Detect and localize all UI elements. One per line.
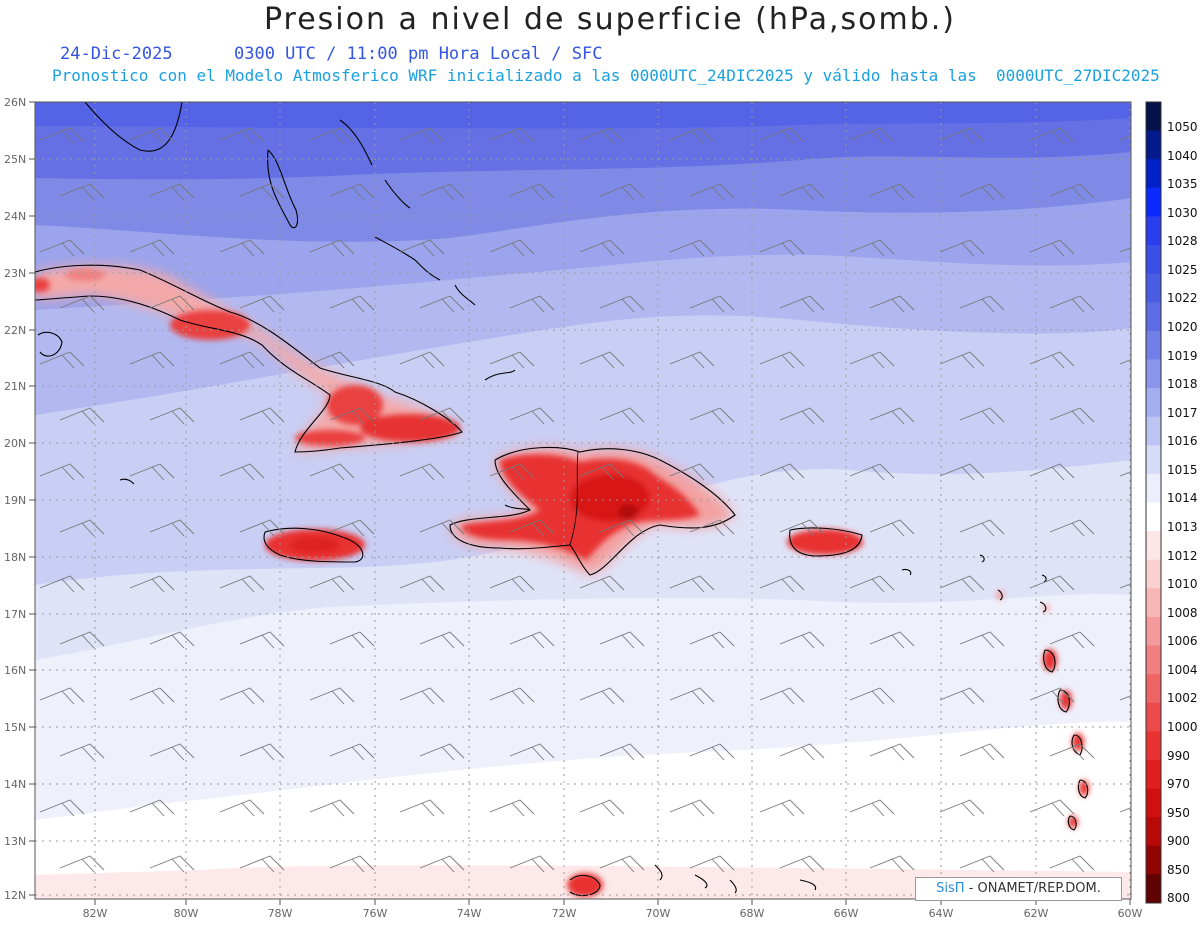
lat-label: 17N: [4, 608, 26, 621]
lat-label: 16N: [4, 664, 26, 677]
colorbar-label: 1020: [1167, 320, 1198, 334]
longitude-labels: 82W 80W 78W 76W 74W 72W 70W 68W 66W 64W …: [83, 907, 1143, 920]
model-info-line: Pronostico con el Modelo Atmosferico WRF…: [52, 66, 1160, 85]
colorbar-swatch: [1146, 845, 1161, 875]
colorbar-swatch: [1146, 302, 1161, 332]
lat-label: 18N: [4, 551, 26, 564]
lon-label: 70W: [646, 907, 671, 920]
lon-label: 72W: [552, 907, 577, 920]
lon-label: 76W: [363, 907, 388, 920]
lon-label: 74W: [457, 907, 482, 920]
colorbar-swatch: [1146, 102, 1161, 132]
lon-label: 66W: [834, 907, 859, 920]
colorbar-label: 800: [1167, 891, 1190, 905]
colorbar-swatch: [1146, 731, 1161, 761]
colorbar-swatch: [1146, 359, 1161, 389]
lat-label: 23N: [4, 267, 26, 280]
colorbar-label: 1002: [1167, 691, 1198, 705]
colorbar-swatch: [1146, 874, 1161, 904]
colorbar-label: 1017: [1167, 406, 1198, 420]
colorbar-label: 1013: [1167, 520, 1198, 534]
colorbar-label: 1030: [1167, 206, 1198, 220]
colorbar-swatch: [1146, 674, 1161, 704]
colorbar-label: 990: [1167, 749, 1190, 763]
colorbar-label: 1025: [1167, 263, 1198, 277]
colorbar-swatch: [1146, 759, 1161, 790]
latitude-labels: 26N 25N 24N 23N 22N 21N 20N 19N 18N 17N …: [4, 96, 26, 902]
colorbar-swatch: [1146, 388, 1161, 418]
lat-label: 25N: [4, 153, 26, 166]
colorbar-swatch: [1146, 531, 1161, 561]
colorbar-label: 900: [1167, 834, 1190, 848]
sispi-logo-text: SisΠ: [936, 881, 965, 896]
colorbar-label: 1012: [1167, 549, 1198, 563]
colorbar-label: 970: [1167, 777, 1190, 791]
colorbar-label: 1014: [1167, 491, 1198, 505]
colorbar-label: 1008: [1167, 606, 1198, 620]
lon-label: 62W: [1024, 907, 1049, 920]
lon-label: 60W: [1118, 907, 1143, 920]
credit-text: - ONAMET/REP.DOM.: [964, 881, 1101, 896]
colorbar-swatch: [1146, 588, 1161, 618]
lat-label: 22N: [4, 324, 26, 337]
pressure-field: [35, 102, 1131, 899]
lat-label: 14N: [4, 778, 26, 791]
lon-label: 68W: [740, 907, 765, 920]
colorbar-swatch: [1146, 702, 1161, 732]
lat-label: 24N: [4, 210, 26, 223]
colorbar-swatch: [1146, 245, 1161, 275]
valid-time-line: 24-Dic-2025 0300 UTC / 11:00 pm Hora Loc…: [60, 44, 603, 64]
lat-label: 19N: [4, 494, 26, 507]
colorbar-label: 1006: [1167, 634, 1198, 648]
colorbar-swatch: [1146, 502, 1161, 532]
colorbar-swatch: [1146, 616, 1161, 647]
colorbar-swatch: [1146, 473, 1161, 503]
lon-label: 82W: [83, 907, 108, 920]
wind-barbs: [39, 127, 1131, 873]
colorbar-swatch: [1146, 416, 1161, 446]
colorbar-label: 1019: [1167, 349, 1198, 363]
colorbar-label: 1022: [1167, 291, 1198, 305]
colorbar-label: 1040: [1167, 149, 1198, 163]
lat-label: 21N: [4, 380, 26, 393]
colorbar-swatch: [1146, 130, 1161, 160]
lat-label: 20N: [4, 437, 26, 450]
colorbar-swatch: [1146, 187, 1161, 217]
map-title: Presion a nivel de superficie (hPa,somb.…: [263, 2, 957, 37]
colorbar-label: 1015: [1167, 463, 1198, 477]
colorbar-swatch: [1146, 559, 1161, 589]
colorbar-swatch: [1146, 273, 1161, 303]
lat-label: 13N: [4, 835, 26, 848]
colorbar-label: 950: [1167, 806, 1190, 820]
colorbar-swatch: [1146, 788, 1161, 818]
lon-label: 80W: [174, 907, 199, 920]
colorbar-label: 1028: [1167, 234, 1198, 248]
colorbar-swatch: [1146, 216, 1161, 246]
colorbar-label: 1010: [1167, 577, 1198, 591]
credit-box: SisΠ - ONAMET/REP.DOM.: [915, 877, 1122, 901]
colorbar-label: 1018: [1167, 377, 1198, 391]
colorbar-swatch: [1146, 445, 1161, 475]
colorbar-label: 1004: [1167, 663, 1198, 677]
colorbar-label: 850: [1167, 863, 1190, 877]
lat-label: 15N: [4, 721, 26, 734]
lon-label: 64W: [929, 907, 954, 920]
colorbar-swatch: [1146, 159, 1161, 189]
colorbar-label: 1016: [1167, 434, 1198, 448]
lat-label: 26N: [4, 96, 26, 109]
colorbar-label: 1035: [1167, 177, 1198, 191]
lon-label: 78W: [268, 907, 293, 920]
lat-label: 12N: [4, 889, 26, 902]
colorbar-swatch: [1146, 817, 1161, 847]
colorbar-swatch: [1146, 330, 1161, 360]
colorbar-label: 1050: [1167, 120, 1198, 134]
colorbar-swatch: [1146, 645, 1161, 675]
colorbar: 1050 1040 1035 1030 1028 1025 1022 1020 …: [1145, 101, 1198, 905]
colorbar-label: 1000: [1167, 720, 1198, 734]
